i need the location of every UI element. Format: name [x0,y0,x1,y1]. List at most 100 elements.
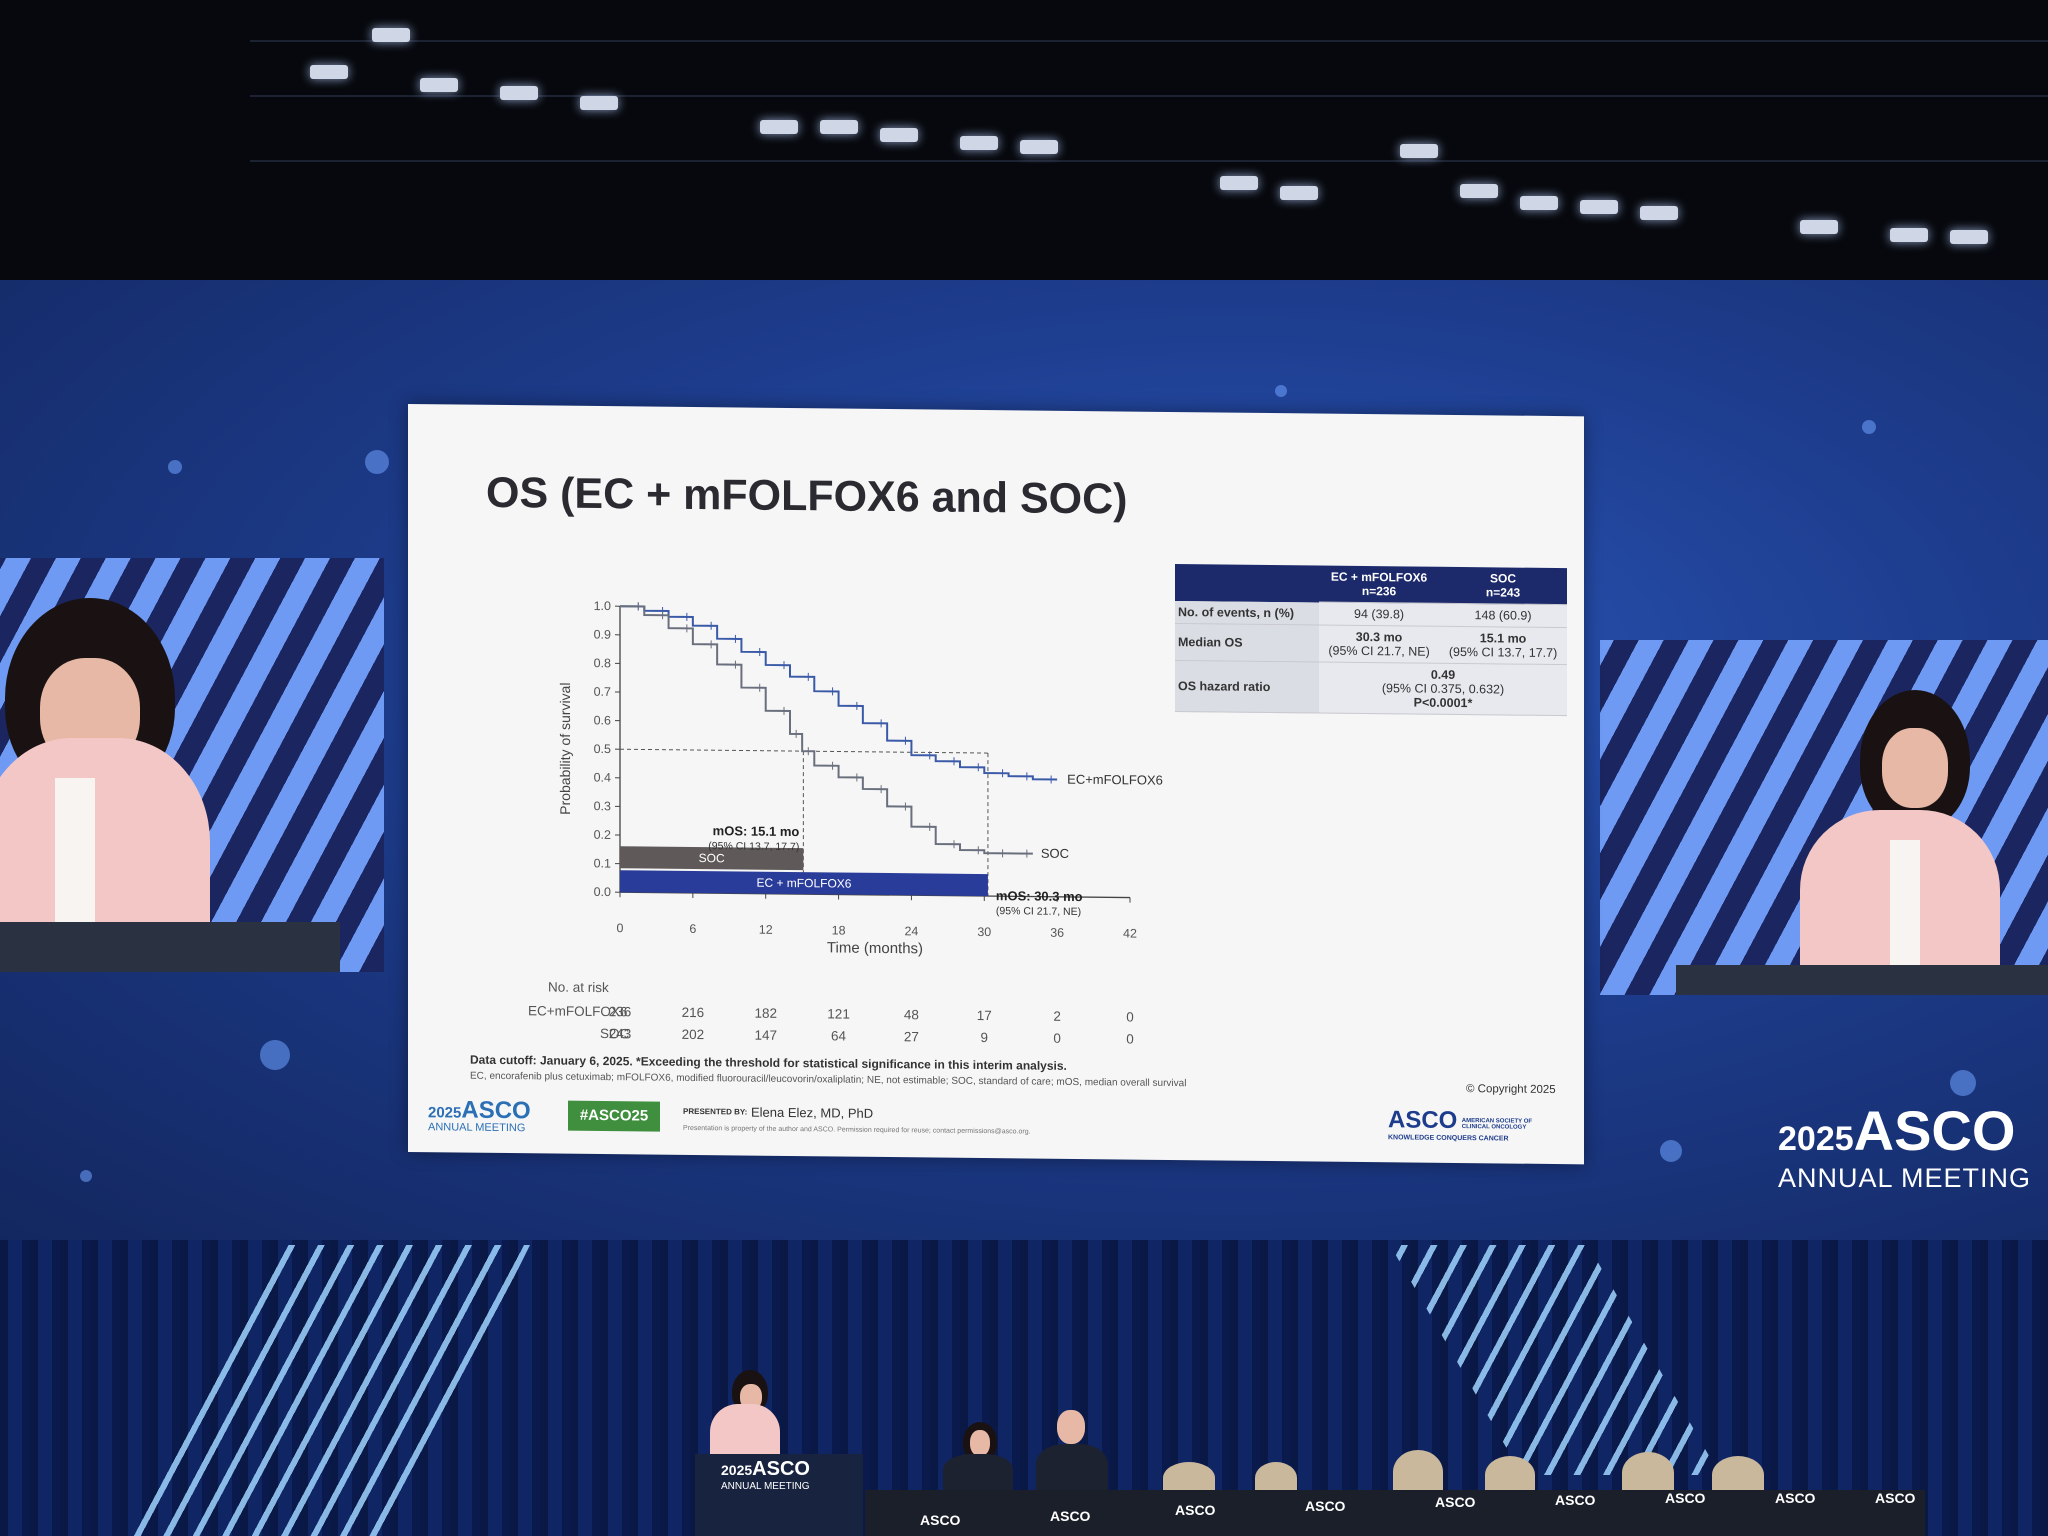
risk-value-soc: 243 [608,1026,632,1042]
footnote-cutoff: Data cutoff: January 6, 2025. *Exceeding… [470,1052,1067,1073]
backdrop-dot [80,1170,92,1182]
y-tick-label: 0.4 [594,771,611,785]
lectern-logo-sub: ANNUAL MEETING [721,1481,810,1492]
stage-light [372,28,410,42]
hashtag-badge: #ASCO25 [568,1100,660,1132]
y-tick-label: 0.1 [594,856,611,870]
stage-light [1020,140,1058,154]
panelist-face [1057,1410,1085,1444]
y-tick-label: 0.8 [594,656,611,670]
stage-light [1800,220,1838,234]
left-camera-screen [0,558,384,972]
table-logo: ASCO [1665,1490,1706,1506]
risk-value-soc: 202 [681,1026,705,1043]
hazard-ratio-p: P<0.0001* [1413,695,1473,711]
table-logo: ASCO [1305,1498,1346,1514]
slide-logo-brand: ASCO [461,1096,531,1125]
ec-curve-label: EC+mFOLFOX6 [1067,772,1163,788]
slide-logo-sub: ANNUAL MEETING [428,1121,526,1135]
podium-edge [1676,965,2048,995]
soc-median-annotation: mOS: 15.1 mo [713,823,800,839]
risk-value-soc: 0 [1053,1030,1061,1046]
backdrop-dot [1862,420,1876,434]
presentation-slide: OS (EC + mFOLFOX6 and SOC) EC + mFOLFOX6… [408,404,1584,1165]
ec-median-annotation: mOS: 30.3 mo [996,888,1083,904]
chair [1393,1450,1443,1494]
table-logo: ASCO [1775,1490,1816,1506]
stage-light [1580,200,1618,214]
y-tick-label: 0.3 [594,799,611,813]
slide-logo-year: 2025 [428,1104,462,1122]
chair [1712,1456,1764,1494]
lectern-logo-brand: ASCO [752,1458,810,1480]
stage-light [1890,228,1928,242]
backdrop-dot [365,450,389,474]
ec-median-ci: (95% CI 21.7, NE) [996,905,1081,918]
backdrop-dot [1950,1070,1976,1096]
table-logo: ASCO [1175,1502,1216,1518]
table-header-row: EC + mFOLFOX6 n=236 SOC n=243 [1175,564,1567,605]
x-tick-label: 0 [617,921,624,935]
lighting-truss [250,40,2048,42]
x-tick-label: 18 [832,923,846,937]
panelist-jacket [1036,1444,1108,1494]
ceiling [0,0,2048,290]
stage-light [820,120,858,134]
table-logo: ASCO [1435,1494,1476,1510]
slide-meeting-logo: 2025ASCO ANNUAL MEETING [428,1096,531,1135]
footnote-abbreviations: EC, encorafenib plus cetuximab; mFOLFOX6… [470,1070,1187,1090]
median-os-soc-ci: (95% CI 13.7, 17.7) [1448,644,1558,661]
median-os-ec-ci: (95% CI 21.7, NE) [1328,643,1430,659]
meeting-banner-logo: 2025ASCO ANNUAL MEETING [1778,1098,2031,1194]
soc-curve-label: SOC [1041,846,1069,861]
stage-light [1950,230,1988,244]
lectern-logo-year: 2025 [721,1462,753,1478]
x-tick-label: 30 [977,925,991,939]
y-tick-label: 0.0 [594,885,611,899]
col-soc-label: SOC [1490,571,1517,586]
x-tick-label: 12 [759,923,773,937]
km-chart: 0.0 0.1 0.2 0.3 0.4 0.5 0.6 0.7 0.8 0.9 1.0 0 6 12 18 2… [557,599,1163,957]
presenter-name: Elena Elez, MD, PhD [751,1104,874,1121]
x-axis-label: Time (months) [827,939,923,957]
backdrop-dot [168,460,182,474]
table-corner [1175,564,1319,603]
risk-value-ec: 236 [608,1004,632,1020]
y-axis-label: Probability of survival [557,682,573,814]
stage-light [1640,206,1678,220]
lighting-truss [250,95,2048,97]
banner-brand: ASCO [1853,1099,2016,1162]
risk-value-ec: 48 [903,1007,919,1023]
slide-title: OS (EC + mFOLFOX6 and SOC) [486,468,1128,524]
stage-light [1520,196,1558,210]
median-os-soc: 15.1 mo (95% CI 13.7, 17.7) [1439,626,1567,665]
soc-survival-curve [620,605,1033,855]
lectern-logo: 2025ASCO ANNUAL MEETING [721,1458,810,1492]
y-tick-label: 0.5 [594,742,611,756]
chair [1622,1452,1674,1494]
x-tick-label: 24 [904,924,918,938]
col-ec-n: n=236 [1361,583,1397,599]
table-col-ec: EC + mFOLFOX6 n=236 [1319,565,1440,604]
ec-median-bar [620,870,988,897]
podium-edge [0,922,340,972]
stage-light [760,120,798,134]
stage-light [1280,186,1318,200]
soc-median-bar [620,846,804,871]
risk-value-ec: 216 [681,1004,705,1021]
risk-title: No. at risk [548,979,609,996]
stage-light [420,78,458,92]
y-tick-label: 1.0 [594,599,611,613]
x-tick-label: 36 [1050,926,1064,940]
risk-value-soc: 0 [1126,1031,1134,1047]
right-camera-screen [1600,640,2048,995]
soc-median-ci: (95% CI 13.7, 17.7) [708,840,799,853]
stage-light [1400,144,1438,158]
copyright: © Copyright 2025 [1466,1083,1556,1097]
risk-value-ec: 2 [1053,1008,1061,1024]
median-os-ec-value: 30.3 mo [1355,629,1403,645]
median-os-soc-value: 15.1 mo [1479,631,1527,646]
banner-year: 2025 [1778,1120,1854,1158]
ec-survival-curve [620,605,1058,781]
x-tick-label: 6 [689,922,696,936]
